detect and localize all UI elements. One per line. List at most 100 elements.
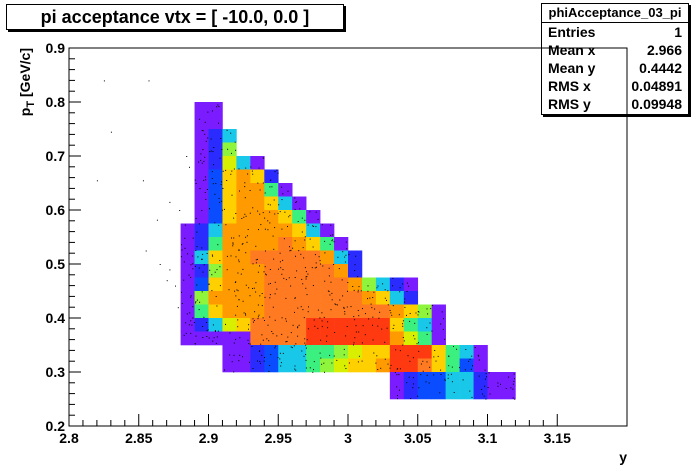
sample-dot: [274, 171, 276, 173]
chart-title: pi acceptance vtx = [ -10.0, 0.0 ]: [6, 4, 344, 30]
sample-dot: [231, 194, 233, 196]
sample-dot: [199, 188, 201, 190]
sample-dot: [353, 344, 354, 346]
heatmap-cell: [403, 385, 419, 400]
heatmap-cell: [320, 250, 335, 265]
heatmap-cell: [222, 196, 237, 211]
sample-dot: [378, 317, 380, 319]
heatmap-cell: [459, 358, 474, 373]
sample-dot: [418, 387, 420, 389]
sample-dot: [514, 378, 515, 380]
heatmap-cell: [417, 385, 432, 400]
sample-dot: [297, 221, 299, 222]
heatmap-cell: [264, 304, 279, 319]
outlier-point: [169, 269, 171, 271]
sample-dot: [285, 318, 287, 320]
sample-dot: [313, 369, 314, 371]
sample-dot: [201, 210, 203, 212]
heatmap-cell: [445, 345, 460, 359]
sample-dot: [198, 267, 200, 269]
sample-dot: [192, 268, 194, 270]
sample-dot: [235, 256, 237, 258]
sample-dot: [348, 362, 350, 364]
sample-dot: [258, 314, 260, 316]
sample-dot: [279, 252, 281, 254]
sample-dot: [430, 308, 432, 310]
sample-dot: [372, 339, 374, 341]
sample-dot: [279, 261, 281, 263]
outlier-point: [179, 210, 181, 211]
sample-dot: [417, 311, 419, 312]
sample-dot: [226, 255, 228, 257]
sample-dot: [418, 342, 419, 344]
heatmap-cell: [306, 210, 321, 224]
sample-dot: [251, 170, 253, 172]
sample-dot: [206, 189, 208, 190]
sample-dot: [244, 213, 246, 215]
sample-dot: [330, 234, 332, 236]
heatmap-cell: [250, 183, 265, 197]
sample-dot: [274, 227, 276, 229]
sample-dot: [279, 211, 281, 213]
sample-dot: [307, 328, 309, 330]
heatmap-cell: [306, 264, 321, 278]
outlier-point: [159, 264, 161, 265]
sample-dot: [235, 281, 237, 283]
sample-dot: [249, 343, 251, 345]
sample-dot: [344, 261, 346, 263]
sample-dot: [287, 336, 289, 338]
sample-dot: [233, 168, 235, 170]
heatmap-cell: [250, 223, 265, 238]
sample-dot: [255, 245, 257, 247]
sample-dot: [313, 225, 315, 227]
sample-dot: [394, 372, 396, 373]
heatmap-cell: [222, 331, 237, 346]
sample-dot: [294, 277, 296, 278]
sample-dot: [235, 149, 237, 151]
heatmap-cell: [264, 277, 279, 292]
sample-dot: [505, 388, 507, 389]
sample-dot: [290, 332, 292, 334]
sample-dot: [354, 264, 356, 266]
sample-dot: [200, 159, 202, 161]
sample-dot: [362, 325, 364, 327]
sample-dot: [221, 200, 223, 202]
heatmap-cell: [334, 291, 349, 305]
sample-dot: [245, 314, 247, 316]
sample-dot: [333, 355, 335, 357]
heatmap-cell: [292, 291, 307, 305]
sample-dot: [315, 211, 317, 213]
sample-dot: [265, 273, 266, 275]
sample-dot: [391, 314, 393, 316]
sample-dot: [361, 360, 363, 362]
sample-dot: [406, 314, 407, 316]
sample-dot: [196, 299, 198, 301]
sample-dot: [470, 368, 472, 370]
sample-dot: [225, 224, 227, 226]
sample-dot: [248, 328, 249, 330]
heatmap-cell: [334, 250, 349, 265]
sample-dot: [282, 352, 284, 354]
sample-dot: [329, 294, 331, 296]
heatmap-cell: [361, 291, 377, 305]
sample-dot: [412, 377, 414, 379]
sample-dot: [484, 385, 486, 387]
sample-dot: [181, 249, 183, 251]
heatmap-cell: [417, 304, 432, 319]
sample-dot: [212, 255, 214, 257]
heatmap-cell: [320, 358, 335, 373]
sample-dot: [331, 362, 333, 364]
sample-dot: [235, 338, 237, 340]
sample-dot: [513, 380, 515, 382]
sample-dot: [281, 333, 283, 335]
sample-dot: [281, 228, 283, 230]
sample-dot: [263, 360, 265, 362]
sample-dot: [305, 271, 307, 273]
sample-dot: [386, 327, 388, 329]
sample-dot: [220, 184, 222, 186]
sample-dot: [355, 255, 357, 257]
sample-dot: [376, 355, 378, 357]
stats-value: 0.09948: [631, 96, 682, 112]
heatmap-cell: [222, 237, 237, 251]
